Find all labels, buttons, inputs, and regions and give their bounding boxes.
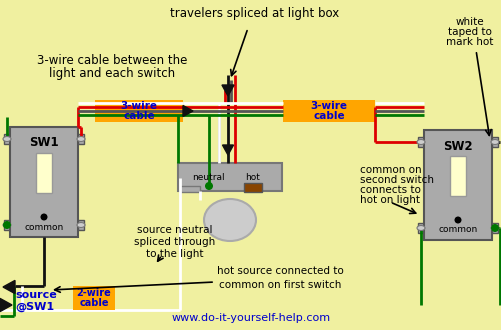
- Text: 3-wire
cable: 3-wire cable: [310, 101, 347, 121]
- Text: hot source connected to
common on first switch: hot source connected to common on first …: [216, 266, 343, 290]
- Text: source: source: [15, 290, 57, 300]
- Ellipse shape: [77, 137, 85, 142]
- Bar: [36, 153, 52, 193]
- Text: neutral: neutral: [191, 174, 224, 182]
- Text: taped to: taped to: [447, 27, 491, 37]
- Text: to the light: to the light: [146, 249, 203, 259]
- Ellipse shape: [416, 140, 424, 145]
- Polygon shape: [0, 298, 12, 312]
- Circle shape: [204, 182, 212, 190]
- Bar: [73, 286, 115, 310]
- Text: mark hot: mark hot: [445, 37, 492, 47]
- Text: second switch: second switch: [359, 175, 433, 185]
- Ellipse shape: [203, 199, 256, 241]
- Text: travelers spliced at light box: travelers spliced at light box: [170, 7, 339, 19]
- Text: SW2: SW2: [442, 140, 472, 152]
- Ellipse shape: [3, 222, 11, 227]
- Polygon shape: [3, 280, 15, 294]
- Bar: [417, 137, 423, 147]
- Polygon shape: [183, 106, 192, 116]
- Circle shape: [453, 216, 460, 223]
- Text: hot: hot: [245, 174, 260, 182]
- Text: common on: common on: [359, 165, 421, 175]
- Bar: [10, 127, 78, 237]
- Ellipse shape: [416, 225, 424, 230]
- Text: spliced through: spliced through: [134, 237, 215, 247]
- Text: common: common: [25, 222, 64, 232]
- Polygon shape: [222, 145, 233, 155]
- Circle shape: [41, 214, 48, 220]
- Bar: [423, 130, 491, 240]
- Text: common: common: [437, 225, 476, 235]
- Bar: [78, 220, 84, 230]
- Text: @SW1: @SW1: [15, 302, 54, 312]
- Circle shape: [490, 224, 498, 232]
- Text: hot on light: hot on light: [359, 195, 419, 205]
- Bar: [178, 163, 282, 191]
- Bar: [283, 100, 374, 122]
- Text: light and each switch: light and each switch: [49, 68, 175, 81]
- Bar: [180, 186, 199, 192]
- Text: white: white: [455, 17, 483, 27]
- Polygon shape: [221, 85, 233, 96]
- Circle shape: [3, 221, 11, 229]
- Text: www.do-it-yourself-help.com: www.do-it-yourself-help.com: [171, 313, 330, 323]
- Text: 3-wire cable between the: 3-wire cable between the: [37, 53, 187, 67]
- Ellipse shape: [77, 222, 85, 227]
- Bar: [95, 100, 183, 122]
- Bar: [243, 183, 262, 192]
- Bar: [417, 223, 423, 233]
- Text: connects to: connects to: [359, 185, 420, 195]
- Ellipse shape: [490, 225, 498, 230]
- Ellipse shape: [490, 140, 498, 145]
- Bar: [449, 156, 465, 196]
- Bar: [78, 134, 84, 144]
- Bar: [4, 220, 10, 230]
- Text: 2-wire
cable: 2-wire cable: [77, 288, 111, 309]
- Bar: [4, 134, 10, 144]
- Bar: [491, 223, 497, 233]
- Text: source neutral: source neutral: [137, 225, 212, 235]
- Ellipse shape: [3, 137, 11, 142]
- Bar: [491, 137, 497, 147]
- Text: 3-wire
cable: 3-wire cable: [120, 101, 157, 121]
- Text: SW1: SW1: [29, 137, 59, 149]
